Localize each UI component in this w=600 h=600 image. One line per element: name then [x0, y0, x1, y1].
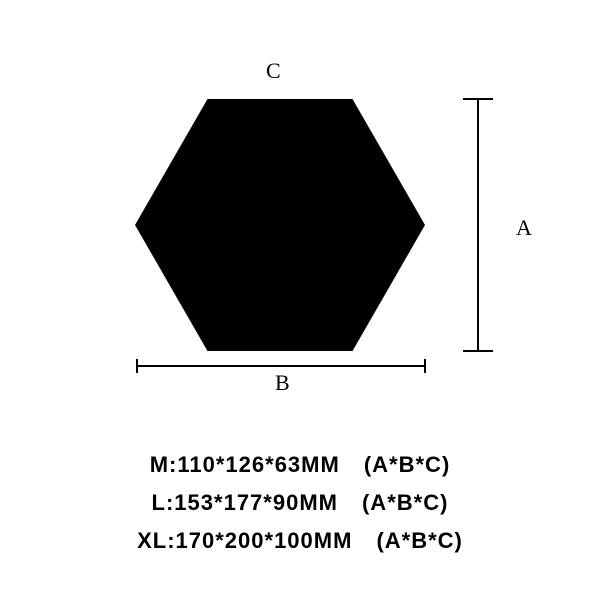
- size-l-suffix: (A*B*C): [362, 490, 448, 516]
- dim-a-line: [477, 98, 479, 352]
- hexagon-dimension-diagram: C A B: [0, 40, 600, 400]
- dim-a-bottom-cap: [463, 350, 493, 352]
- size-m-label: M:110*126*63MM: [150, 452, 340, 478]
- dim-b-right-tick: [424, 359, 426, 373]
- dim-b-line: [136, 365, 426, 367]
- label-a: A: [516, 215, 532, 241]
- label-b: B: [275, 370, 290, 396]
- size-row-xl: XL:170*200*100MM (A*B*C): [0, 528, 600, 554]
- size-table: M:110*126*63MM (A*B*C) L:153*177*90MM (A*B…: [0, 440, 600, 566]
- size-l-label: L:153*177*90MM: [152, 490, 338, 516]
- size-m-suffix: (A*B*C): [364, 452, 450, 478]
- hexagon-shape: [135, 99, 425, 351]
- size-row-m: M:110*126*63MM (A*B*C): [0, 452, 600, 478]
- container: C A B M:110*126*63MM (A*B*C) L:153*177*90…: [0, 0, 600, 600]
- size-xl-suffix: (A*B*C): [376, 528, 462, 554]
- label-c: C: [266, 58, 281, 84]
- size-row-l: L:153*177*90MM (A*B*C): [0, 490, 600, 516]
- size-xl-label: XL:170*200*100MM: [137, 528, 352, 554]
